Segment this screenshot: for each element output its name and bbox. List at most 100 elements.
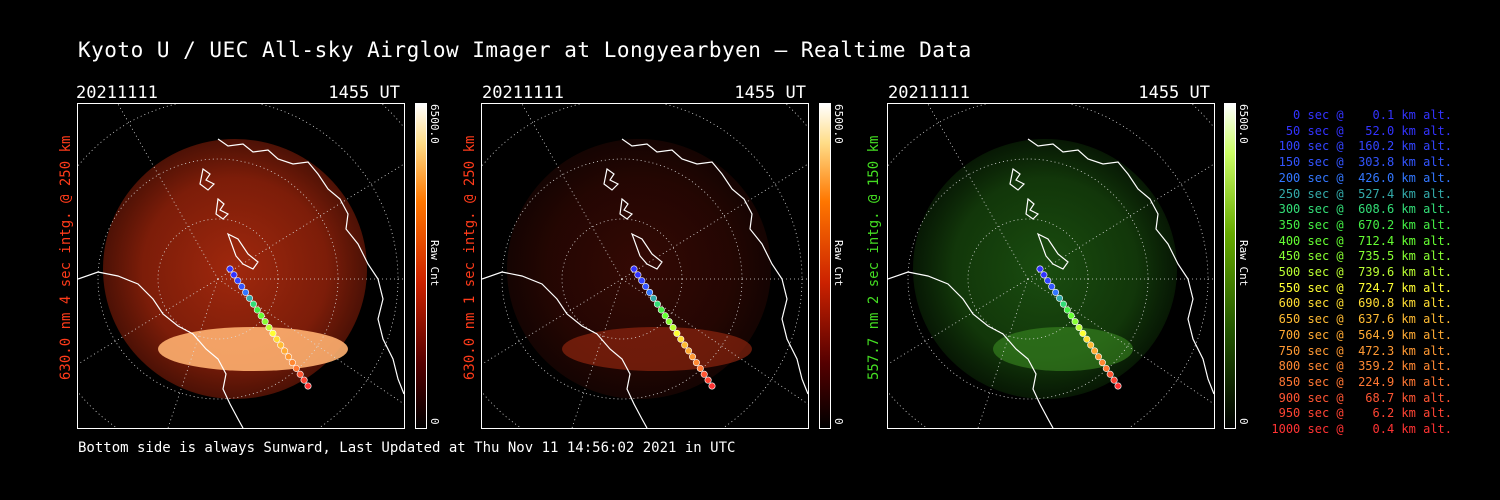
legend-row: 250 sec @ 527.4 km alt. (1271, 186, 1452, 201)
trajectory-point (661, 312, 669, 320)
trajectory-point (234, 277, 242, 285)
trajectory-point (1075, 324, 1083, 332)
coastline (78, 138, 404, 428)
trajectory-point (230, 271, 238, 279)
trajectory-point (1083, 335, 1091, 343)
legend-row: 100 sec @ 160.2 km alt. (1271, 139, 1452, 154)
grid-line (78, 278, 219, 365)
panel-1-colorbar (415, 103, 427, 429)
trajectory-point (261, 318, 269, 326)
grid-line (217, 278, 404, 405)
trajectory-point (226, 265, 234, 273)
panel-2-cbar-unit: Raw Cnt (832, 240, 845, 287)
panel-1-cbar-unit: Raw Cnt (428, 240, 441, 287)
panel-3-image (887, 103, 1215, 429)
trajectory-point (253, 306, 261, 314)
trajectory-point (1098, 359, 1106, 367)
legend-row: 50 sec @ 52.0 km alt. (1271, 123, 1452, 138)
legend-row: 500 sec @ 739.6 km alt. (1271, 265, 1452, 280)
trajectory-point (1079, 329, 1087, 337)
legend-row: 450 sec @ 735.5 km alt. (1271, 249, 1452, 264)
page-title: Kyoto U / UEC All-sky Airglow Imager at … (78, 38, 972, 62)
trajectory-point (638, 277, 646, 285)
trajectory-point (246, 294, 254, 302)
trajectory-point (692, 359, 700, 367)
panel-3-ylabel: 557.7 nm 2 sec intg. @ 150 km (866, 135, 882, 380)
grid-line (621, 278, 808, 405)
trajectory-point (285, 353, 293, 361)
trajectory-point (642, 283, 650, 291)
legend-row: 850 sec @ 224.9 km alt. (1271, 374, 1452, 389)
trajectory-point (630, 265, 638, 273)
coastline (482, 138, 808, 428)
legend-row: 700 sec @ 564.9 km alt. (1271, 327, 1452, 342)
trajectory-point (1059, 300, 1067, 308)
trajectory-point (1067, 312, 1075, 320)
panel-1-date: 20211111 (76, 83, 158, 103)
coastline (888, 138, 1214, 428)
grid-line (927, 104, 1029, 280)
grid-line (1027, 163, 1214, 280)
trajectory-point (1044, 277, 1052, 285)
legend-row: 950 sec @ 6.2 km alt. (1271, 406, 1452, 421)
trajectory-point (1048, 283, 1056, 291)
trajectory-point (1056, 294, 1064, 302)
legend-row: 600 sec @ 690.8 km alt. (1271, 296, 1452, 311)
trajectory-point (689, 353, 697, 361)
trajectory-point (634, 271, 642, 279)
panel-3-cbar-max: 6500.0 (1237, 104, 1250, 144)
trajectory-point (1040, 271, 1048, 279)
trajectory-point (1102, 364, 1110, 372)
panel-1-time: 1455 UT (328, 83, 400, 103)
panel-3-cbar-unit: Raw Cnt (1237, 240, 1250, 287)
trajectory-point (304, 382, 312, 390)
aurora-band (562, 327, 752, 371)
trajectory-point (700, 370, 708, 378)
panel-3-time: 1455 UT (1138, 83, 1210, 103)
coastline (603, 167, 663, 270)
panel-1-ylabel: 630.0 nm 4 sec intg. @ 250 km (58, 135, 74, 380)
legend-row: 200 sec @ 426.0 km alt. (1271, 170, 1452, 185)
trajectory-point (1036, 265, 1044, 273)
trajectory-point (273, 335, 281, 343)
panel-3-date: 20211111 (888, 83, 970, 103)
allsky-image (482, 104, 808, 428)
trajectory-point (1071, 318, 1079, 326)
coastline (199, 167, 259, 270)
grid-line (621, 163, 808, 280)
trajectory-point (685, 347, 693, 355)
legend-row: 900 sec @ 68.7 km alt. (1271, 390, 1452, 405)
panel-2-ylabel: 630.0 nm 1 sec intg. @ 250 km (462, 135, 478, 380)
panel-3-colorbar (1224, 103, 1236, 429)
allsky-image (78, 104, 404, 428)
trajectory-point (292, 364, 300, 372)
grid-line (521, 104, 623, 280)
trajectory-point (665, 318, 673, 326)
panel-2-colorbar (819, 103, 831, 429)
grid-line (217, 163, 404, 280)
trajectory-point (646, 288, 654, 296)
grid-line (117, 104, 219, 280)
grid-line (1027, 278, 1214, 405)
trajectory-point (657, 306, 665, 314)
panel-2-image (481, 103, 809, 429)
trajectory-point (1091, 347, 1099, 355)
legend-row: 0 sec @ 0.1 km alt. (1271, 108, 1452, 122)
panel-2-cbar-max: 6500.0 (832, 104, 845, 144)
trajectory-point (1095, 353, 1103, 361)
trajectory-point (269, 329, 277, 337)
legend-row: 800 sec @ 359.2 km alt. (1271, 359, 1452, 374)
legend-row: 350 sec @ 670.2 km alt. (1271, 217, 1452, 232)
legend-row: 550 sec @ 724.7 km alt. (1271, 280, 1452, 295)
trajectory-point (1063, 306, 1071, 314)
trajectory-point (238, 283, 246, 291)
aurora-band (158, 327, 348, 371)
legend-row: 1000 sec @ 0.4 km alt. (1271, 422, 1452, 437)
trajectory-legend: 0 sec @ 0.1 km alt. 50 sec @ 52.0 km alt… (1262, 108, 1452, 438)
trajectory-point (696, 364, 704, 372)
panel-3-cbar-min: 0 (1237, 418, 1250, 425)
trajectory-point (265, 324, 273, 332)
trajectory-point (1110, 376, 1118, 384)
trajectory-point (653, 300, 661, 308)
trajectory-point (1114, 382, 1122, 390)
